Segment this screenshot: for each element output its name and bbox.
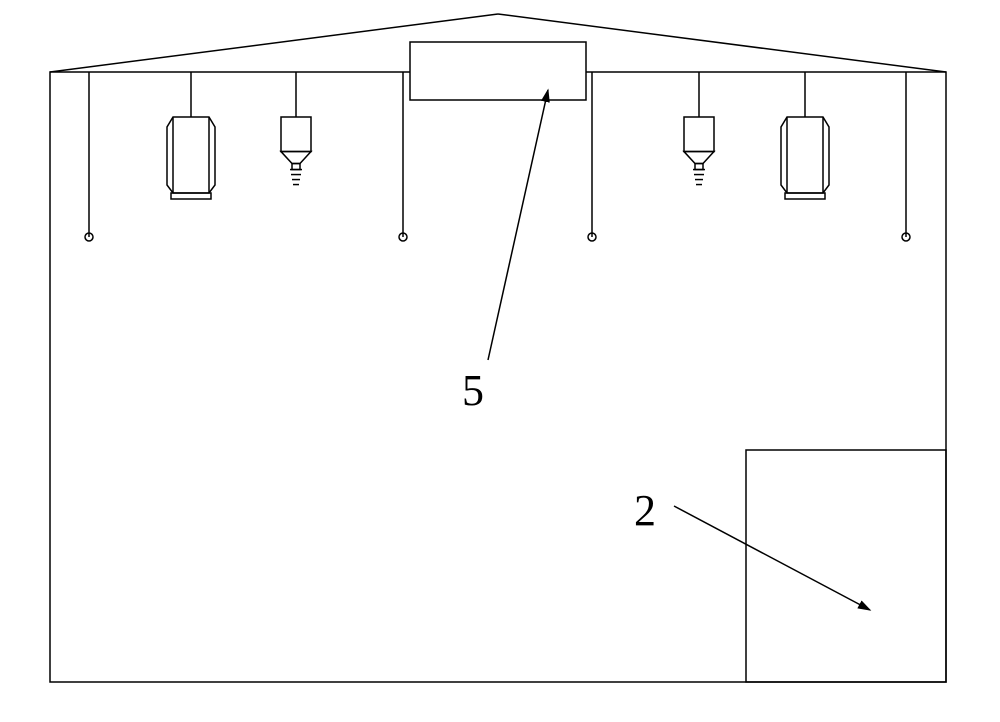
schematic-diagram: 52: [0, 0, 1000, 722]
label-2: 2: [634, 486, 656, 535]
label-5: 5: [462, 366, 484, 415]
